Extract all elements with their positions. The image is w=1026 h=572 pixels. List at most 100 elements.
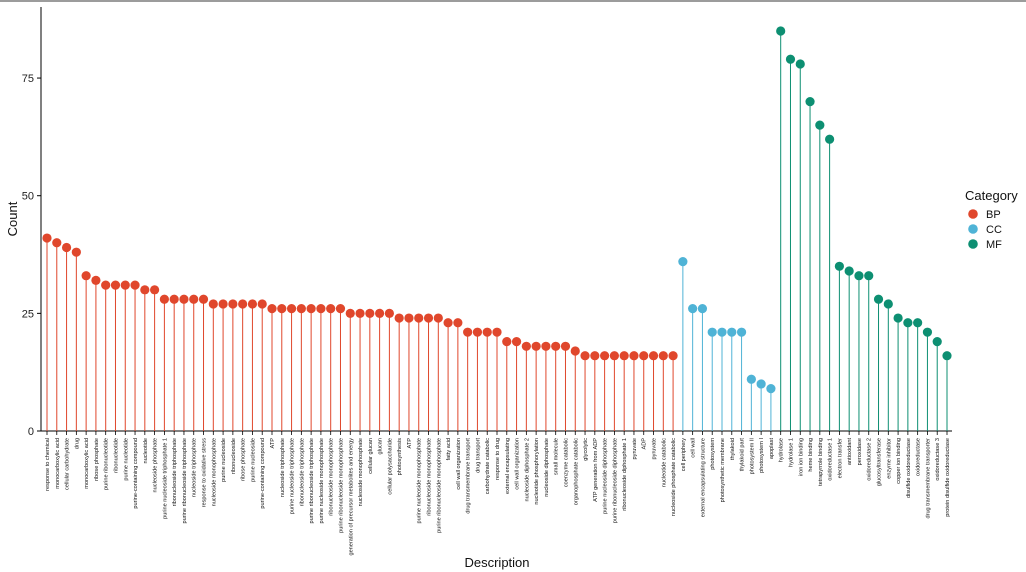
x-tick-label: purine nucleoside diphosphate <box>603 438 609 514</box>
x-tick-label: ribose phosphate <box>94 438 100 481</box>
point-mf <box>825 134 835 144</box>
point-bp <box>531 341 541 351</box>
point-bp <box>365 308 375 318</box>
point-bp <box>52 238 62 248</box>
x-tick-label: ribonucleoside diphosphate 1 <box>622 438 628 511</box>
x-tick-label: cell wall organization <box>515 438 521 490</box>
x-tick-label: nucleotide <box>143 438 149 464</box>
point-bp <box>482 327 492 337</box>
point-bp <box>433 313 443 323</box>
x-tick-label: antioxidant <box>847 438 853 466</box>
point-mf <box>854 271 864 281</box>
point-bp <box>218 299 228 309</box>
x-tick-label: coenzyme catabolic <box>563 438 569 487</box>
point-mf <box>844 266 854 276</box>
point-cc <box>746 374 756 384</box>
x-tick-label: iron ion binding <box>798 438 804 476</box>
x-tick-label: purine ribonucleoside triphosphate <box>182 438 188 524</box>
point-cc <box>697 304 708 314</box>
point-cc <box>756 379 766 389</box>
x-tick-label: purine nucleoside monophosphate <box>319 438 325 524</box>
x-tick-label: response to oxidative stress <box>202 438 208 508</box>
point-bp <box>140 285 150 295</box>
x-tick-label: ATP <box>407 438 413 449</box>
x-tick-label: glucan <box>378 438 384 454</box>
x-tick-label: response to chemical <box>45 438 51 491</box>
point-bp <box>345 308 355 318</box>
x-tick-label: fatty acid <box>446 438 452 460</box>
legend-key-mf <box>968 239 978 249</box>
x-tick-label: nucleoside phosphate catabolic <box>671 438 677 516</box>
point-bp <box>521 341 531 351</box>
point-bp <box>101 280 111 290</box>
point-bp <box>169 294 179 304</box>
x-tick-label: purine ribonucleoside monophosphate <box>436 438 442 533</box>
point-cc <box>678 256 688 267</box>
point-bp <box>648 351 659 361</box>
point-bp <box>316 304 326 314</box>
y-axis-title: Count <box>5 201 20 236</box>
legend: Category BP CC MF <box>965 188 1018 251</box>
x-tick-label: generation of precursor metabolites and … <box>348 438 354 556</box>
x-tick-label: purine-containing compound <box>260 438 266 509</box>
x-tick-label: response to drug <box>495 438 501 480</box>
x-tick-label: glucosyltransferase <box>877 438 883 486</box>
x-tick-label: cell wall <box>691 438 697 458</box>
x-tick-label: protein disulfide oxidoreductase <box>945 438 951 517</box>
point-bp <box>335 304 346 314</box>
x-tick-label: electron transfer <box>837 438 843 479</box>
x-tick-label: drug transmembrane transporter <box>925 438 931 519</box>
x-tick-label: thylakoid <box>730 438 736 460</box>
x-tick-label: cellular carbohydrate <box>65 438 71 490</box>
point-bp <box>81 271 91 281</box>
x-tick-label: hydrolase 1 <box>788 438 794 467</box>
x-tick-label: purine nucleoside triphosphate <box>290 438 296 514</box>
x-tick-label: nucleoside triphosphate <box>280 438 286 497</box>
x-tick-label: purine nucleotide <box>123 438 129 481</box>
point-bp <box>189 294 199 304</box>
point-bp <box>296 304 306 314</box>
x-tick-label: photosynthetic membrane <box>720 438 726 502</box>
x-tick-label: nucleoside monophosphate <box>358 438 364 506</box>
point-bp <box>404 313 414 323</box>
lollipop-points <box>42 26 952 394</box>
legend-entries: BP CC MF <box>968 209 1002 251</box>
x-tick-label: nucleoside phosphate <box>153 438 159 492</box>
x-tick-label: purine ribonucleoside triphosphate <box>309 438 315 524</box>
point-cc <box>727 327 737 337</box>
x-tick-label: cell wall organization <box>456 438 462 490</box>
x-tick-label: purine nucleoside triphosphate 1 <box>162 438 168 519</box>
legend-key-bp <box>968 209 978 219</box>
point-bp <box>502 336 512 347</box>
point-cc <box>717 327 727 337</box>
point-bp <box>306 304 316 314</box>
point-bp <box>228 299 238 309</box>
point-bp <box>130 280 140 290</box>
point-mf <box>903 318 913 328</box>
x-tick-label: ribonucleoside <box>231 438 237 474</box>
point-mf <box>942 351 952 361</box>
x-tick-label: purine ribonucleotide <box>104 438 110 490</box>
point-bp <box>71 247 81 257</box>
point-mf <box>834 261 844 271</box>
x-tick-label: ribonucleoside monophosphate <box>427 438 433 516</box>
x-tick-label: nucleotide phosphorylation <box>534 438 540 505</box>
x-tick-label: external encapsulating <box>505 438 511 494</box>
point-bp <box>463 327 473 337</box>
x-tick-label: oxidoreductase <box>916 438 922 476</box>
x-tick-label: photosynthesis <box>397 438 403 476</box>
x-tick-label: photosystem II <box>749 438 755 475</box>
x-tick-label: disulfide oxidoreductase <box>906 438 912 498</box>
point-cc <box>688 304 698 314</box>
point-bp <box>238 299 248 309</box>
x-tick-label: small molecule <box>554 438 560 475</box>
point-bp <box>560 341 571 351</box>
point-bp <box>110 280 121 290</box>
point-bp <box>590 351 600 361</box>
x-tick-label: purine ribonucleoside diphosphate <box>612 438 618 523</box>
x-tick-label: cellular glucan <box>368 438 374 474</box>
point-bp <box>179 294 189 304</box>
x-tick-label: ATP <box>270 438 276 449</box>
point-bp <box>453 318 463 328</box>
point-bp <box>257 299 267 309</box>
